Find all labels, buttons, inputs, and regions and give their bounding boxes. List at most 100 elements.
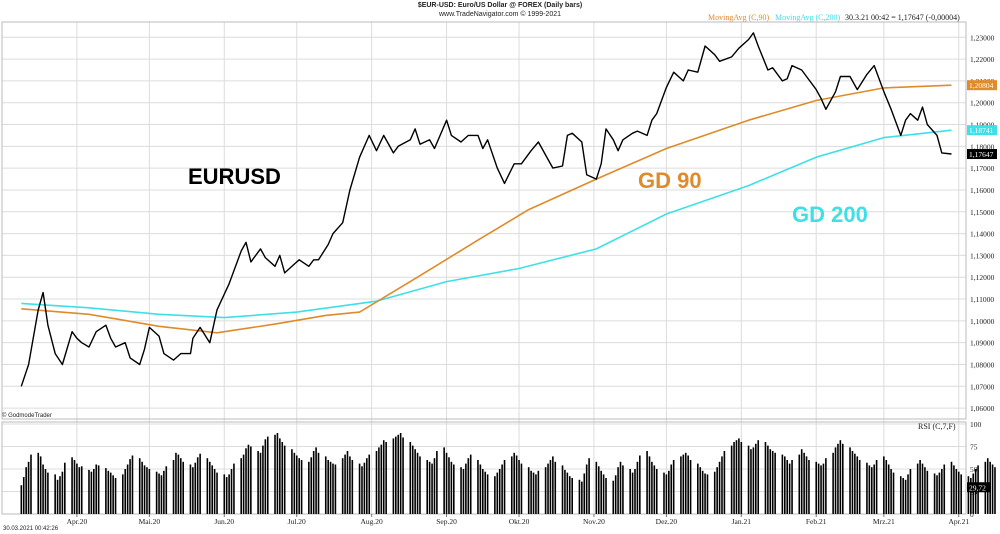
rsi-bar xyxy=(805,456,808,514)
rsi-bar xyxy=(129,459,131,514)
rsi-bar xyxy=(443,447,445,514)
rsi-bar xyxy=(665,474,668,514)
rsi-bar xyxy=(358,463,361,514)
rsi-bar xyxy=(399,433,402,514)
rsi-label: RSI (C,7,F) xyxy=(918,422,956,431)
rsi-bar xyxy=(112,475,114,514)
rsi-bar xyxy=(131,455,134,514)
x-tick-label: Mai.20 xyxy=(139,517,161,526)
rsi-bar xyxy=(363,462,366,514)
rsi-bar xyxy=(250,446,252,514)
rsi-bar xyxy=(20,485,23,514)
rsi-bar xyxy=(532,472,535,514)
rsi-bar xyxy=(315,447,317,514)
rsi-bar xyxy=(904,479,907,514)
rsi-bar xyxy=(883,456,885,514)
price-last-label-box xyxy=(967,149,997,160)
rsi-bar xyxy=(764,442,767,514)
rsi-bar xyxy=(670,464,673,514)
rsi-bar xyxy=(875,460,878,514)
rsi-bar xyxy=(815,461,818,514)
rsi-bar xyxy=(510,456,513,514)
rsi-bar xyxy=(602,474,605,514)
rsi-bar xyxy=(858,460,861,514)
x-tick-label: Sep.20 xyxy=(436,517,457,526)
rsi-bar xyxy=(80,466,83,514)
rsi-bar xyxy=(445,452,448,514)
ma200-line xyxy=(21,129,952,319)
y-tick-label: 1,08000 xyxy=(970,360,995,369)
rsi-bar xyxy=(537,470,540,514)
y-tick-label: 1,07000 xyxy=(970,382,995,391)
rsi-bar xyxy=(126,464,129,514)
rsi-bar xyxy=(646,451,648,514)
rsi-bar xyxy=(970,478,972,514)
grid xyxy=(2,22,966,515)
rsi-bar xyxy=(554,461,557,514)
rsi-bar xyxy=(264,439,267,514)
rsi-bar xyxy=(467,458,470,514)
rsi-bar xyxy=(375,451,378,514)
rsi-bar xyxy=(919,460,921,514)
rsi-bar xyxy=(701,470,704,514)
rsi-bar xyxy=(71,457,73,514)
rsi-bar xyxy=(738,438,740,514)
rsi-bar xyxy=(295,455,298,514)
price-readout: 30.3.21 00:42 = 1,17647 (-0,00004) xyxy=(845,13,960,22)
rsi-bar xyxy=(332,463,334,514)
rsi-bar xyxy=(566,472,569,514)
rsi-bar xyxy=(854,453,856,514)
rsi-bar xyxy=(56,479,59,514)
x-tick-label: Apr.21 xyxy=(948,517,969,526)
rsi-bar xyxy=(324,456,327,514)
y-tick-label: 1,13000 xyxy=(970,251,995,260)
gd200-annotation: GD 200 xyxy=(792,202,868,227)
rsi-bar xyxy=(317,452,320,514)
rsi-bar xyxy=(752,447,755,514)
x-tick-label: Jul.20 xyxy=(288,517,306,526)
rsi-bar xyxy=(433,458,436,514)
rsi-bar xyxy=(477,460,479,514)
rsi-bar xyxy=(921,463,924,514)
rsi-bar xyxy=(158,473,160,514)
rsi-bar xyxy=(230,469,233,514)
rsi-bar xyxy=(298,458,300,514)
rsi-bar xyxy=(397,434,400,514)
rsi-bar xyxy=(213,469,216,514)
rsi-bar xyxy=(175,452,177,514)
last-value-labels: 1,20804 1,18741 1,17647 29,72 xyxy=(967,80,997,493)
rsi-bar xyxy=(839,440,842,514)
rsi-bar xyxy=(211,465,213,514)
rsi-bar xyxy=(571,478,573,514)
rsi-bar xyxy=(902,478,904,514)
rsi-bar xyxy=(409,442,412,514)
rsi-bar xyxy=(228,474,230,514)
x-tick-label: Okt.20 xyxy=(509,517,530,526)
rsi-bar xyxy=(95,464,98,514)
rsi-bar xyxy=(448,457,450,514)
rsi-bar xyxy=(281,442,284,514)
rsi-bar xyxy=(924,467,926,514)
rsi-bar xyxy=(747,445,750,514)
rsi-bar xyxy=(774,452,776,514)
rsi-bar xyxy=(462,469,465,514)
rsi-bar xyxy=(37,452,40,514)
rsi-bar xyxy=(941,469,943,514)
ma90-legend: MovingAvg (C,90) xyxy=(708,13,770,22)
rsi-bar xyxy=(334,464,337,514)
rsi-tick-label: 0 xyxy=(970,510,974,519)
rsi-last-label-box xyxy=(967,482,991,493)
price-last-label: 1,17647 xyxy=(969,150,994,159)
rsi-bar xyxy=(329,461,332,514)
rsi-bar xyxy=(585,464,588,514)
rsi-bar xyxy=(109,472,112,514)
y-tick-label: 1,09000 xyxy=(970,339,995,348)
rsi-bar xyxy=(991,464,994,514)
rsi-bar xyxy=(346,451,349,514)
rsi-bar xyxy=(605,478,607,514)
rsi-bar xyxy=(426,460,429,514)
rsi-bar xyxy=(791,460,793,514)
rsi-bar xyxy=(955,469,958,514)
rsi-bar xyxy=(907,474,909,514)
rsi-bar xyxy=(735,440,738,514)
